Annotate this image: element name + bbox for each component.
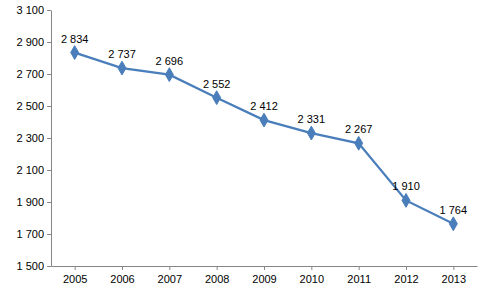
- x-tick-mark: [122, 266, 123, 270]
- x-tick-mark: [359, 266, 360, 270]
- marker: [260, 113, 268, 127]
- y-tick: 1 900: [16, 196, 51, 208]
- y-tick-label: 1 700: [16, 228, 44, 240]
- x-tick-mark: [217, 266, 218, 270]
- y-tick-mark: [47, 202, 51, 203]
- x-tick-label: 2012: [394, 273, 418, 285]
- y-tick: 3 100: [16, 4, 51, 16]
- data-label: 1 764: [440, 204, 468, 216]
- marker: [402, 193, 410, 207]
- x-tick: 2013: [442, 266, 466, 285]
- y-tick-mark: [47, 106, 51, 107]
- x-tick: 2007: [158, 266, 182, 285]
- marker: [449, 217, 457, 231]
- y-tick-mark: [47, 234, 51, 235]
- marker: [213, 91, 221, 105]
- y-tick-label: 1 900: [16, 196, 44, 208]
- plot-area: [71, 46, 458, 231]
- x-tick: 2011: [347, 266, 371, 285]
- y-tick: 2 900: [16, 36, 51, 48]
- data-label: 2 737: [108, 48, 136, 60]
- y-tick-mark: [47, 42, 51, 43]
- x-tick-label: 2011: [347, 273, 371, 285]
- x-axis: 2005 2006 2007 2008 2009 2010 2011 2012 2013: [52, 266, 478, 285]
- y-tick-mark: [47, 138, 51, 139]
- y-tick-label: 2 100: [16, 164, 44, 176]
- marker: [307, 126, 315, 140]
- y-tick: 2 300: [16, 132, 51, 144]
- x-tick-label: 2013: [442, 273, 466, 285]
- x-tick-label: 2006: [110, 273, 134, 285]
- y-tick: 1 700: [16, 228, 51, 240]
- data-label: 2 834: [61, 33, 89, 45]
- y-tick-mark: [47, 266, 51, 267]
- x-tick-label: 2005: [63, 273, 87, 285]
- x-tick: 2005: [63, 266, 87, 285]
- y-tick: 2 100: [16, 164, 51, 176]
- x-tick: 2006: [110, 266, 134, 285]
- x-tick: 2012: [394, 266, 418, 285]
- marker: [355, 136, 363, 150]
- y-tick-label: 3 100: [16, 4, 44, 16]
- y-tick-label: 2 300: [16, 132, 44, 144]
- y-tick-mark: [47, 10, 51, 11]
- x-tick-mark: [75, 266, 76, 270]
- marker: [118, 61, 126, 75]
- x-tick: 2008: [205, 266, 229, 285]
- x-tick-label: 2008: [205, 273, 229, 285]
- data-label: 2 696: [156, 55, 184, 67]
- data-label: 2 412: [250, 100, 278, 112]
- data-label: 2 267: [345, 123, 373, 135]
- data-label: 2 331: [298, 113, 326, 125]
- x-tick-mark: [169, 266, 170, 270]
- marker: [165, 68, 173, 82]
- y-tick-label: 2 700: [16, 68, 44, 80]
- marker: [71, 46, 79, 60]
- y-tick: 1 500: [16, 260, 51, 272]
- y-tick: 2 500: [16, 100, 51, 112]
- line: [75, 53, 454, 224]
- x-tick: 2010: [300, 266, 324, 285]
- y-tick-label: 1 500: [16, 260, 44, 272]
- y-tick-mark: [47, 74, 51, 75]
- chart: 1 500 1 700 1 900 2 100 2 300 2 500 2 700 2 900…: [0, 0, 480, 293]
- x-tick-mark: [453, 266, 454, 270]
- y-axis: 1 500 1 700 1 900 2 100 2 300 2 500 2 700 2 900…: [16, 4, 51, 272]
- y-tick-mark: [47, 170, 51, 171]
- x-tick-mark: [264, 266, 265, 270]
- x-tick-label: 2007: [158, 273, 182, 285]
- x-tick: 2009: [252, 266, 276, 285]
- y-tick: 2 700: [16, 68, 51, 80]
- data-label: 2 552: [203, 78, 231, 90]
- x-tick-mark: [406, 266, 407, 270]
- y-tick-label: 2 900: [16, 36, 44, 48]
- y-tick-label: 2 500: [16, 100, 44, 112]
- x-tick-label: 2010: [300, 273, 324, 285]
- data-labels: 2 834 2 737 2 696 2 552 2 412 2 331 2 267 1 910…: [61, 33, 467, 216]
- data-label: 1 910: [392, 180, 420, 192]
- x-tick-label: 2009: [252, 273, 276, 285]
- x-tick-mark: [311, 266, 312, 270]
- y-axis-line: [51, 11, 52, 267]
